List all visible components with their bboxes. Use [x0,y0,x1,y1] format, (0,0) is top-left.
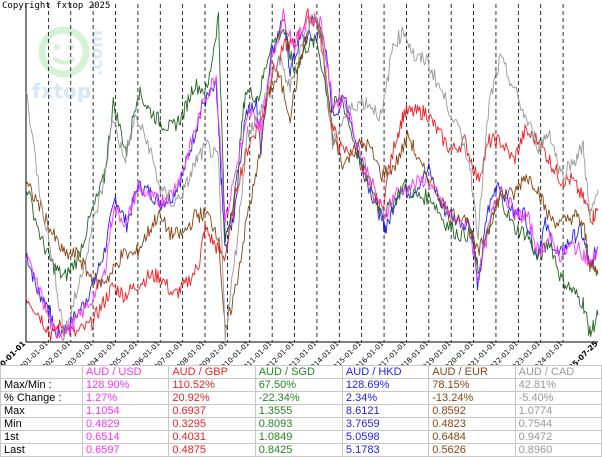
stats-column-header: AUD / CAD [514,365,602,379]
stats-cell: 1.3555 [254,404,343,418]
stats-cell: 0.6597 [81,443,170,457]
series-line-aud-gbp [25,8,599,342]
copyright-text: Copyright fxtop 2025 [2,1,111,11]
stats-row-label: % Change : [0,391,83,405]
stats-row-label: 1st [0,430,83,444]
stats-cell: 78.15% [428,378,516,392]
stats-cell: 1.0774 [514,404,602,418]
watermark-text-left: fxtop [32,79,91,102]
stats-cell: 0.7544 [514,417,602,431]
stats-cell: 5.0598 [341,430,430,444]
stats-row-label [0,365,83,379]
series-line-aud-usd [25,18,599,339]
stats-row-label: Min [0,417,83,431]
x-tick-labels: 2000-01-012001-01-012002-01-012003-01-01… [0,339,600,365]
stats-row: Last 0.6597 0.4875 0.8425 5.1783 0.5626 0.8960 [0,443,602,457]
series-line-aud-cad [25,14,599,341]
stats-row: Min 0.4829 0.3295 0.8093 3.7659 0.4823 0.7544 [0,417,602,431]
stats-column-header: AUD / HKD [341,365,430,379]
stats-cell: 0.5626 [428,443,516,457]
stats-cell: 1.0849 [254,430,343,444]
stats-column-header: AUD / SGD [254,365,343,379]
stats-cell: 20.92% [168,391,256,405]
stats-cell: -22.34% [254,391,343,405]
stats-cell: 0.8425 [254,443,343,457]
stats-row: % Change :1.27% 20.92% -22.34% 2.34% -13.24%… [0,391,602,405]
stats-row-label: Max/Min : [0,378,83,392]
axes-frame [25,4,598,343]
stats-column-header: AUD / EUR [428,365,516,379]
stats-cell: 0.8592 [428,404,516,418]
stats-cell: 0.6514 [81,430,170,444]
stats-header-row: AUD / USD AUD / GBP AUD / SGD AUD / HKD AUD … [0,365,602,379]
series-line-aud-eur [25,15,599,329]
stats-cell: -5.40% [514,391,602,405]
stats-column-header: AUD / GBP [168,365,256,379]
stats-cell: 42.81% [514,378,602,392]
stats-cell: 5.1783 [341,443,430,457]
stats-table: AUD / USD AUD / GBP AUD / SGD AUD / HKD AUD … [0,365,602,457]
stats-cell: 0.4875 [168,443,256,457]
stats-cell: -13.24% [428,391,516,405]
stats-cell: 0.4031 [168,430,256,444]
watermark-text-right: .com [87,30,107,76]
stats-cell: 3.7659 [341,417,430,431]
stats-cell: 0.6484 [428,430,516,444]
stats-cell: 2.34% [341,391,430,405]
stats-cell: 0.8960 [514,443,602,457]
stats-cell: 0.4829 [81,417,170,431]
series-line-aud-sgd [25,12,599,338]
stats-cell: 128.90% [81,378,170,392]
stats-cell: 1.27% [81,391,170,405]
series-lines [25,8,599,342]
stats-row-label: Last [0,443,83,457]
series-line-aud-hkd [25,8,599,341]
exchange-rate-chart: 2000-01-012001-01-012002-01-012003-01-01… [0,4,600,365]
stats-row: 1st 0.6514 0.4031 1.0849 5.0598 0.6484 0.9472 [0,430,602,444]
stats-cell: 0.6937 [168,404,256,418]
stats-cell: 0.4823 [428,417,516,431]
stats-cell: 0.8093 [254,417,343,431]
fxtop-watermark-logo: fxtop .com [32,26,107,102]
year-gridlines [25,4,598,343]
stats-cell: 110.52% [168,378,256,392]
stats-cell: 67.50% [254,378,343,392]
stats-column-header: AUD / USD [81,365,170,379]
stats-cell: 1.1054 [81,404,170,418]
stats-cell: 0.3295 [168,417,256,431]
stats-cell: 0.9472 [514,430,602,444]
x-tick-label: 2025-07-25 [559,339,599,365]
stats-row: Max 1.1054 0.6937 1.3555 8.6121 0.8592 1.0774 [0,404,602,418]
stats-row-label: Max [0,404,83,418]
stats-cell: 8.6121 [341,404,430,418]
stats-cell: 128.69% [341,378,430,392]
stats-row: Max/Min :128.90% 110.52% 67.50% 128.69% 78.1… [0,378,602,392]
